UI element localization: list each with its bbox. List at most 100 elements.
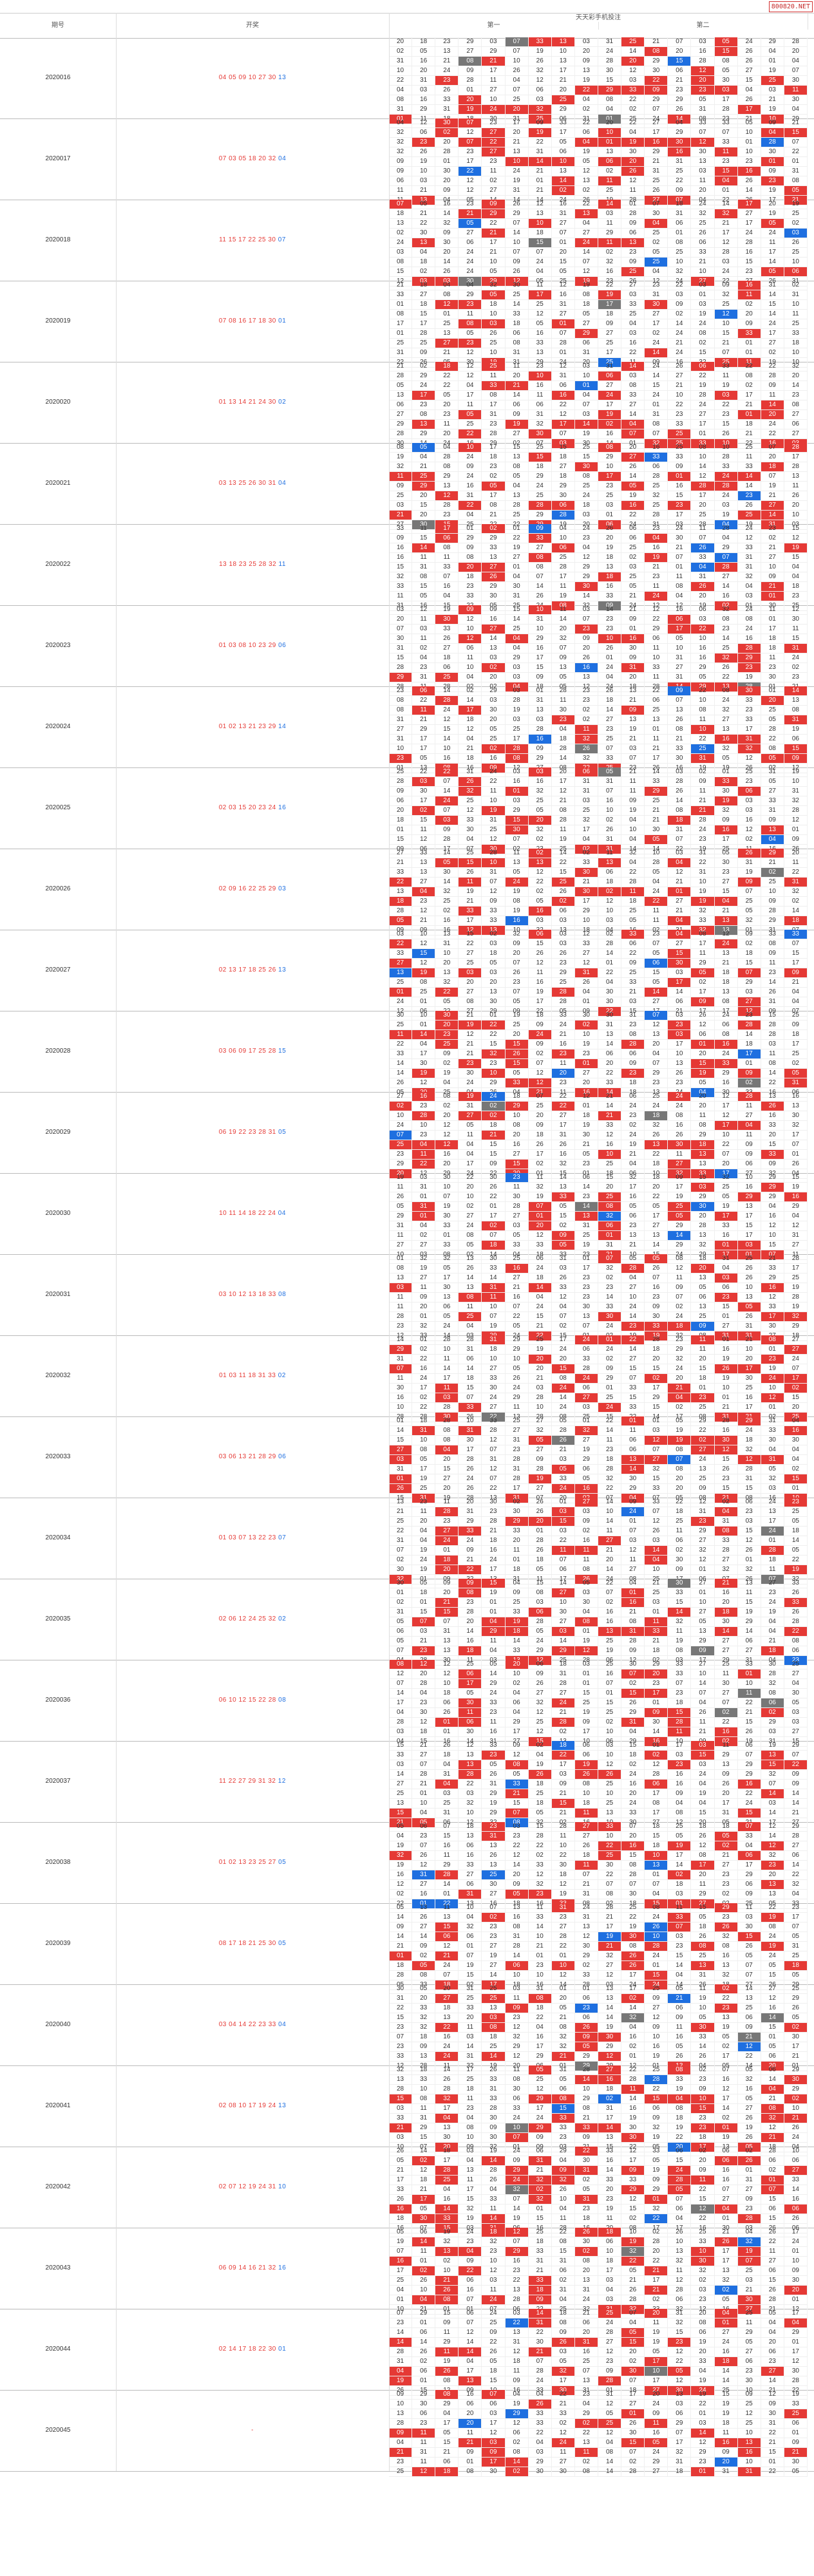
- grid-cell: 12: [528, 2084, 552, 2094]
- grid-row: 09 29 13 16 05 04 24 29 25 23 05 25 16 28 28 14 19 11: [389, 481, 808, 491]
- grid-row: 09 30 14 32 11 01 32 12 31 07 11 29 26 11 30 06 27 31: [389, 786, 808, 796]
- grid-cell: 28: [621, 1636, 645, 1646]
- grid-cell: 12: [574, 267, 598, 277]
- grid-cell: 07: [644, 1879, 668, 1890]
- grid-cell: 32: [389, 462, 413, 472]
- grid-cell: 06: [574, 1464, 598, 1474]
- grid-cell: 19: [690, 1068, 715, 1078]
- grid-cell: 15: [435, 1922, 459, 1932]
- grid-cell: 01: [644, 724, 668, 735]
- grid-cell: 23: [435, 409, 459, 420]
- grid-cell: 01: [551, 1498, 575, 1507]
- issue-number: 2020040: [45, 2021, 71, 2028]
- grid-cell: 15: [761, 299, 784, 310]
- grid-cell: 11: [435, 1903, 459, 1913]
- grid-cell: 15: [690, 1058, 715, 1069]
- grid-cell: 28: [435, 695, 459, 706]
- grid-cell: 18: [597, 1454, 622, 1465]
- grid-row: 30 05 09 09 15 04 15 14 05 22 04 21 30 27 21 13 27 33: [389, 1579, 808, 1588]
- grid-cell: 13: [435, 46, 459, 57]
- grid-cell: 11: [528, 281, 552, 290]
- grid-cell: 27: [621, 452, 645, 462]
- grid-cell: 25: [481, 2318, 506, 2328]
- grid-cell: 20: [435, 1565, 459, 1575]
- grid-cell: 12: [412, 118, 436, 128]
- grid-cell: 25: [412, 471, 436, 482]
- grid-cell: 06: [784, 2204, 808, 2214]
- grid-cell: 33: [621, 299, 645, 310]
- grid-cell: 10: [597, 1727, 622, 1737]
- grid-cell: 03: [412, 1173, 436, 1183]
- grid-cell: 20: [690, 591, 715, 601]
- grid-cell: 11: [551, 1058, 575, 1069]
- grid-cell: 04: [644, 1889, 668, 1899]
- draw-numbers: 08 17 18 21 25 30 05: [116, 1903, 389, 1984]
- number-grid: 27 16 08 19 24 18 07 22 12 21 06 25 24 20 12 28 13 16 02 23…: [389, 1092, 808, 1179]
- grid-cell: 21: [435, 56, 459, 66]
- grid-cell: 12: [458, 614, 482, 625]
- grid-cell: 15: [505, 605, 529, 615]
- grid-cell: 04: [412, 1039, 436, 1049]
- grid-cell: 11: [505, 849, 529, 858]
- grid-cell: 28: [667, 2175, 692, 2185]
- grid-cell: 17: [412, 1383, 436, 1393]
- grid-cell: 04: [528, 267, 552, 277]
- grid-cell: 24: [528, 1263, 552, 1274]
- grid-cell: 25: [644, 257, 668, 267]
- grid-cell: 04: [761, 1201, 784, 1212]
- grid-cell: 18: [481, 1240, 506, 1250]
- grid-cell: 17: [551, 419, 575, 429]
- grid-cell: 29: [644, 147, 668, 157]
- grid-cell: 18: [551, 452, 575, 462]
- grid-cell: 03: [551, 1526, 575, 1536]
- grid-cell: 15: [621, 1364, 645, 1374]
- grid-cell: 26: [784, 1588, 808, 1598]
- grid-cell: 28: [551, 1678, 575, 1689]
- grid-cell: 26: [574, 744, 598, 754]
- grid-cell: 33: [528, 2246, 552, 2257]
- grid-cell: 29: [621, 2185, 645, 2195]
- grid-cell: 13: [574, 2275, 598, 2286]
- grid-cell: 06: [621, 1445, 645, 1455]
- grid-cell: 25: [644, 176, 668, 186]
- grid-cell: 11: [412, 1507, 436, 1517]
- grid-cell: 31: [481, 1454, 506, 1465]
- grid-cell: 15: [761, 1970, 784, 1980]
- grid-cell: 28: [435, 2084, 459, 2094]
- grid-cell: 12: [435, 1669, 459, 1679]
- grid-cell: 17: [574, 1263, 598, 1274]
- grid-cell: 20: [528, 1364, 552, 1374]
- grid-cell: 23: [597, 614, 622, 625]
- grid-cell: 19: [389, 452, 413, 462]
- grid-cell: 05: [551, 137, 575, 147]
- grid-cell: 31: [761, 1416, 784, 1426]
- grid-cell: 02: [574, 1020, 598, 1030]
- grid-cell: 03: [784, 228, 808, 238]
- grid-cell: 06: [574, 1344, 598, 1355]
- grid-cell: 05: [714, 37, 738, 47]
- grid-cell: 15: [412, 1607, 436, 1617]
- grid-cell: 03: [714, 85, 738, 95]
- grid-cell: 27: [528, 1416, 552, 1426]
- grid-cell: 14: [412, 543, 436, 553]
- grid-cell: 27: [621, 400, 645, 410]
- grid-cell: 09: [621, 1646, 645, 1656]
- grid-cell: 07: [551, 1312, 575, 1322]
- grid-cell: 25: [481, 1870, 506, 1880]
- grid-cell: 17: [481, 443, 506, 453]
- grid-cell: 05: [574, 2042, 598, 2052]
- grid-cell: 09: [528, 1039, 552, 1049]
- grid-cell: 13: [389, 390, 413, 400]
- grid-cell: 23: [412, 1101, 436, 1111]
- grid-row: 33 15 10 27 18 20 26 26 27 14 22 05 15 11 13 18 09 15: [389, 948, 808, 959]
- grid-cell: 12: [551, 786, 575, 796]
- grid-cell: 05: [481, 1760, 506, 1770]
- grid-cell: 13: [389, 2074, 413, 2085]
- grid-cell: 10: [690, 267, 715, 277]
- grid-cell: 32: [435, 1254, 459, 1264]
- grid-cell: 32: [458, 786, 482, 796]
- grid-cell: 26: [761, 2285, 784, 2295]
- grid-cell: 30: [481, 2132, 506, 2143]
- grid-cell: 21: [644, 562, 668, 572]
- grid-cell: 01: [574, 381, 598, 391]
